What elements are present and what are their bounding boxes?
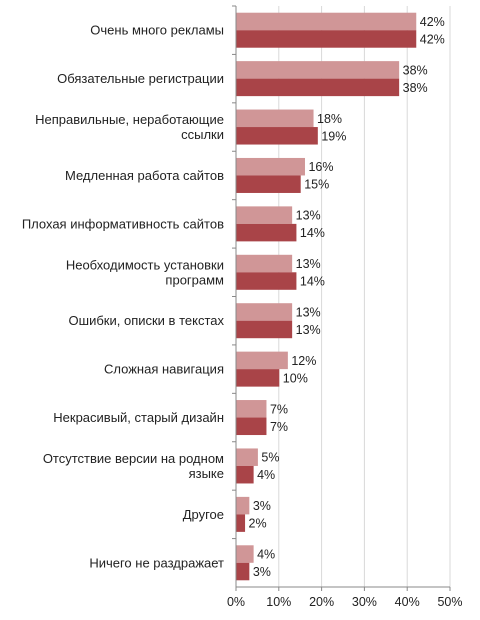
data-label: 13% (296, 257, 321, 271)
data-label: 3% (253, 499, 271, 513)
x-tick-label: 50% (437, 595, 462, 609)
bar (236, 320, 293, 339)
category-label: Плохая информативность сайтов (22, 216, 224, 231)
x-tick-label: 20% (309, 595, 334, 609)
bar (236, 254, 293, 273)
bar (236, 465, 254, 484)
bar (236, 496, 250, 515)
category-label: Сложная навигация (104, 362, 224, 377)
category-label: Очень много рекламы (90, 23, 224, 38)
bar (236, 78, 400, 97)
data-label: 7% (270, 420, 288, 434)
bar (236, 303, 293, 321)
bar (236, 223, 297, 242)
category-label: Необходимость установки программ (66, 257, 224, 287)
bar (236, 272, 297, 290)
bar (236, 175, 301, 193)
bar (236, 417, 267, 436)
data-label: 13% (296, 305, 321, 319)
category-label: Отсутствие версии на родном языке (43, 451, 224, 481)
category-label: Медленная работа сайтов (65, 168, 224, 183)
bar (236, 369, 280, 387)
x-tick-label: 30% (352, 595, 377, 609)
data-label: 2% (249, 517, 267, 531)
data-label: 19% (321, 129, 346, 143)
data-label: 4% (257, 548, 275, 562)
bars (236, 12, 417, 581)
data-label: 14% (300, 275, 325, 289)
data-label: 12% (291, 354, 316, 368)
data-label: 3% (253, 565, 271, 579)
data-label: 18% (317, 112, 342, 126)
bar (236, 562, 250, 581)
bar (236, 61, 400, 79)
x-tick-label: 40% (395, 595, 420, 609)
category-label: Неправильные, неработающие ссылки (35, 112, 224, 142)
category-label: Некрасивый, старый дизайн (53, 410, 224, 425)
bar (236, 448, 258, 466)
data-label: 38% (403, 81, 428, 95)
data-label: 15% (304, 178, 329, 192)
category-label: Другое (183, 507, 224, 522)
bar (236, 351, 288, 370)
bar (236, 157, 305, 176)
data-label: 42% (420, 32, 445, 46)
x-tick-label: 10% (266, 595, 291, 609)
data-label: 7% (270, 402, 288, 416)
data-label: 42% (420, 15, 445, 29)
data-label: 38% (403, 63, 428, 77)
data-label: 13% (296, 209, 321, 223)
bar (236, 206, 293, 224)
data-label: 16% (308, 160, 333, 174)
labels: 0% 10% 20% 30% 40% 50% Очень много рекламы 42% 4… (22, 15, 463, 609)
bar (236, 109, 314, 128)
data-label: 4% (257, 468, 275, 482)
bar (236, 127, 318, 145)
bar (236, 514, 246, 532)
axes (232, 5, 451, 591)
bar (236, 545, 254, 563)
gridlines (278, 6, 451, 587)
bar (236, 400, 267, 418)
data-label: 13% (296, 323, 321, 337)
data-label: 5% (261, 451, 279, 465)
category-label: Обязательные регистрации (57, 71, 224, 86)
data-label: 14% (300, 226, 325, 240)
category-label: Ничего не раздражает (89, 555, 224, 570)
data-label: 10% (283, 371, 308, 385)
x-tick-label: 0% (227, 595, 245, 609)
bar (236, 30, 417, 48)
bar (236, 12, 417, 31)
category-label: Ошибки, описки в текстах (69, 313, 225, 328)
